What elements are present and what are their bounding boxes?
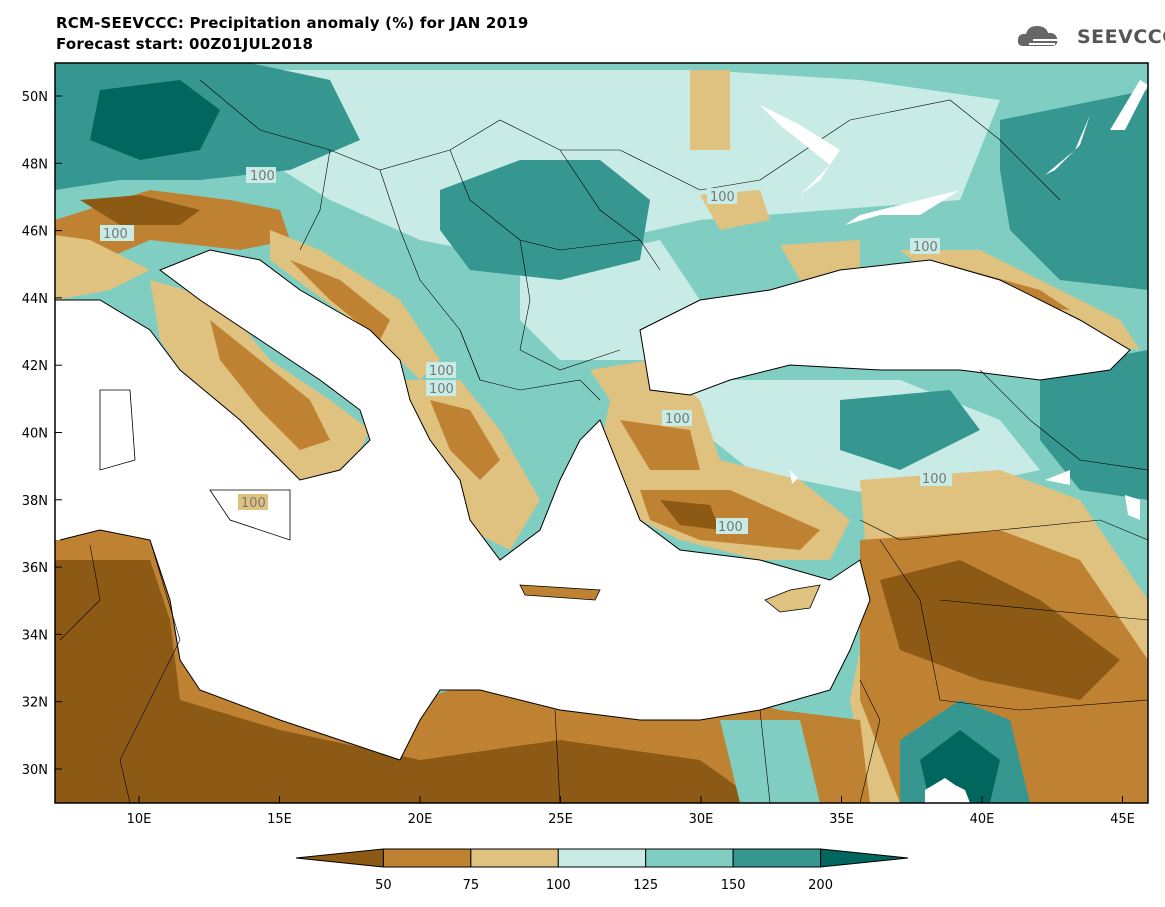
cyprus [764, 584, 821, 613]
lat-label: 44N [22, 292, 48, 307]
country-borders [59, 79, 1148, 803]
colorbar-segment [732, 848, 822, 868]
region-slightly-wet-north [240, 70, 1000, 260]
lat-label: 50N [22, 90, 48, 105]
lon-label: 20E [408, 812, 433, 827]
lat-label: 30N [22, 763, 48, 778]
lat-label: 42N [22, 359, 48, 374]
contour-label: 100 [241, 496, 266, 511]
lon-label: 40E [970, 812, 995, 827]
region-wet-sinai [720, 720, 820, 803]
region-dry-aegean-turkey [620, 420, 700, 470]
contour-label: 100 [913, 240, 938, 255]
colorbar-label: 200 [808, 878, 833, 893]
white-patch-caucasus [1045, 470, 1070, 485]
logo-text: SEEVCCC [1077, 26, 1165, 48]
colorbar-label: 125 [633, 878, 658, 893]
contour-label: 100 [429, 364, 454, 379]
colorbar-segment [382, 848, 472, 868]
map-title: RCM-SEEVCCC: Precipitation anomaly (%) f… [56, 14, 529, 32]
mediterranean-sea [55, 250, 870, 760]
forecast-start-label: Forecast start: 00Z01JUL2018 [56, 35, 314, 53]
white-streak-russia-east [1110, 80, 1148, 130]
lat-label: 38N [22, 494, 48, 509]
lat-label: 48N [22, 157, 48, 172]
region-slightly-dry-po [55, 235, 150, 300]
black-sea-coastline [639, 259, 1131, 396]
region-very-wet-carpathian [440, 160, 650, 280]
colorbar-segment [820, 848, 909, 868]
colorbar-segment [557, 848, 647, 868]
lat-label: 40N [22, 427, 48, 442]
region-very-dry-north-africa [55, 560, 760, 803]
region-slightly-dry-ukraine [690, 70, 730, 150]
crete [519, 584, 601, 601]
lat-label: 46N [22, 225, 48, 240]
sardinia-outline [99, 389, 136, 471]
lon-label: 35E [829, 812, 854, 827]
cloud-icon [1017, 26, 1059, 46]
colorbar-label: 150 [721, 878, 746, 893]
contour-label: 100 [665, 412, 690, 427]
longitude-axis: 10E 15E 20E 25E 30E 35E 40E 45E [127, 796, 1135, 827]
lon-label: 25E [548, 812, 573, 827]
colorbar: 50 75 100 125 150 200 [295, 848, 909, 893]
lat-label: 36N [22, 561, 48, 576]
lon-label: 10E [127, 812, 152, 827]
sea-of-azov [845, 190, 960, 225]
colorbar-label: 50 [375, 878, 392, 893]
region-very-wet-caucasus [1040, 350, 1148, 500]
region-dry-greece [430, 400, 500, 480]
lon-label: 45E [1110, 812, 1135, 827]
white-patch-anatolia [790, 470, 798, 484]
lat-label: 32N [22, 696, 48, 711]
colorbar-label: 75 [463, 878, 480, 893]
region-extreme-wet-nw [90, 80, 220, 160]
region-very-dry-alps [80, 195, 200, 225]
seevccc-logo: SEEVCCC [1015, 20, 1165, 54]
contour-label: 100 [718, 520, 743, 535]
colorbar-segment [645, 848, 734, 868]
contour-label: 100 [250, 169, 275, 184]
contour-labels: 100 100 100 100 100 100 100 100 100 100 [100, 167, 952, 535]
lon-label: 15E [267, 812, 292, 827]
colorbar-segment [295, 848, 384, 868]
sicily-outline [209, 489, 291, 541]
region-dry-dinarides [290, 260, 390, 340]
region-dry-italy [210, 320, 330, 450]
mediterranean-coastline [55, 249, 871, 761]
white-patch-iran [1125, 495, 1140, 520]
lon-label: 30E [689, 812, 714, 827]
region-very-dry-syria [880, 560, 1120, 700]
contour-label: 100 [103, 227, 128, 242]
contour-label: 100 [429, 382, 454, 397]
map-area: 100 100 100 100 100 100 100 100 100 100 [55, 63, 1148, 803]
latitude-axis: 50N 48N 46N 44N 42N 40N 38N 36N 34N 32N 30N [22, 90, 62, 778]
white-patch-arabia [925, 778, 970, 803]
region-very-wet-central-anatolia [840, 390, 980, 470]
contour-label: 100 [710, 190, 735, 205]
white-streak-ukraine [760, 105, 840, 195]
colorbar-segment [470, 848, 559, 868]
black-sea [640, 260, 1130, 395]
contour-label: 100 [922, 472, 947, 487]
region-very-dry-taurus [660, 500, 720, 530]
lat-label: 34N [22, 628, 48, 643]
region-very-wet-east [1000, 90, 1148, 290]
colorbar-label: 100 [546, 878, 571, 893]
